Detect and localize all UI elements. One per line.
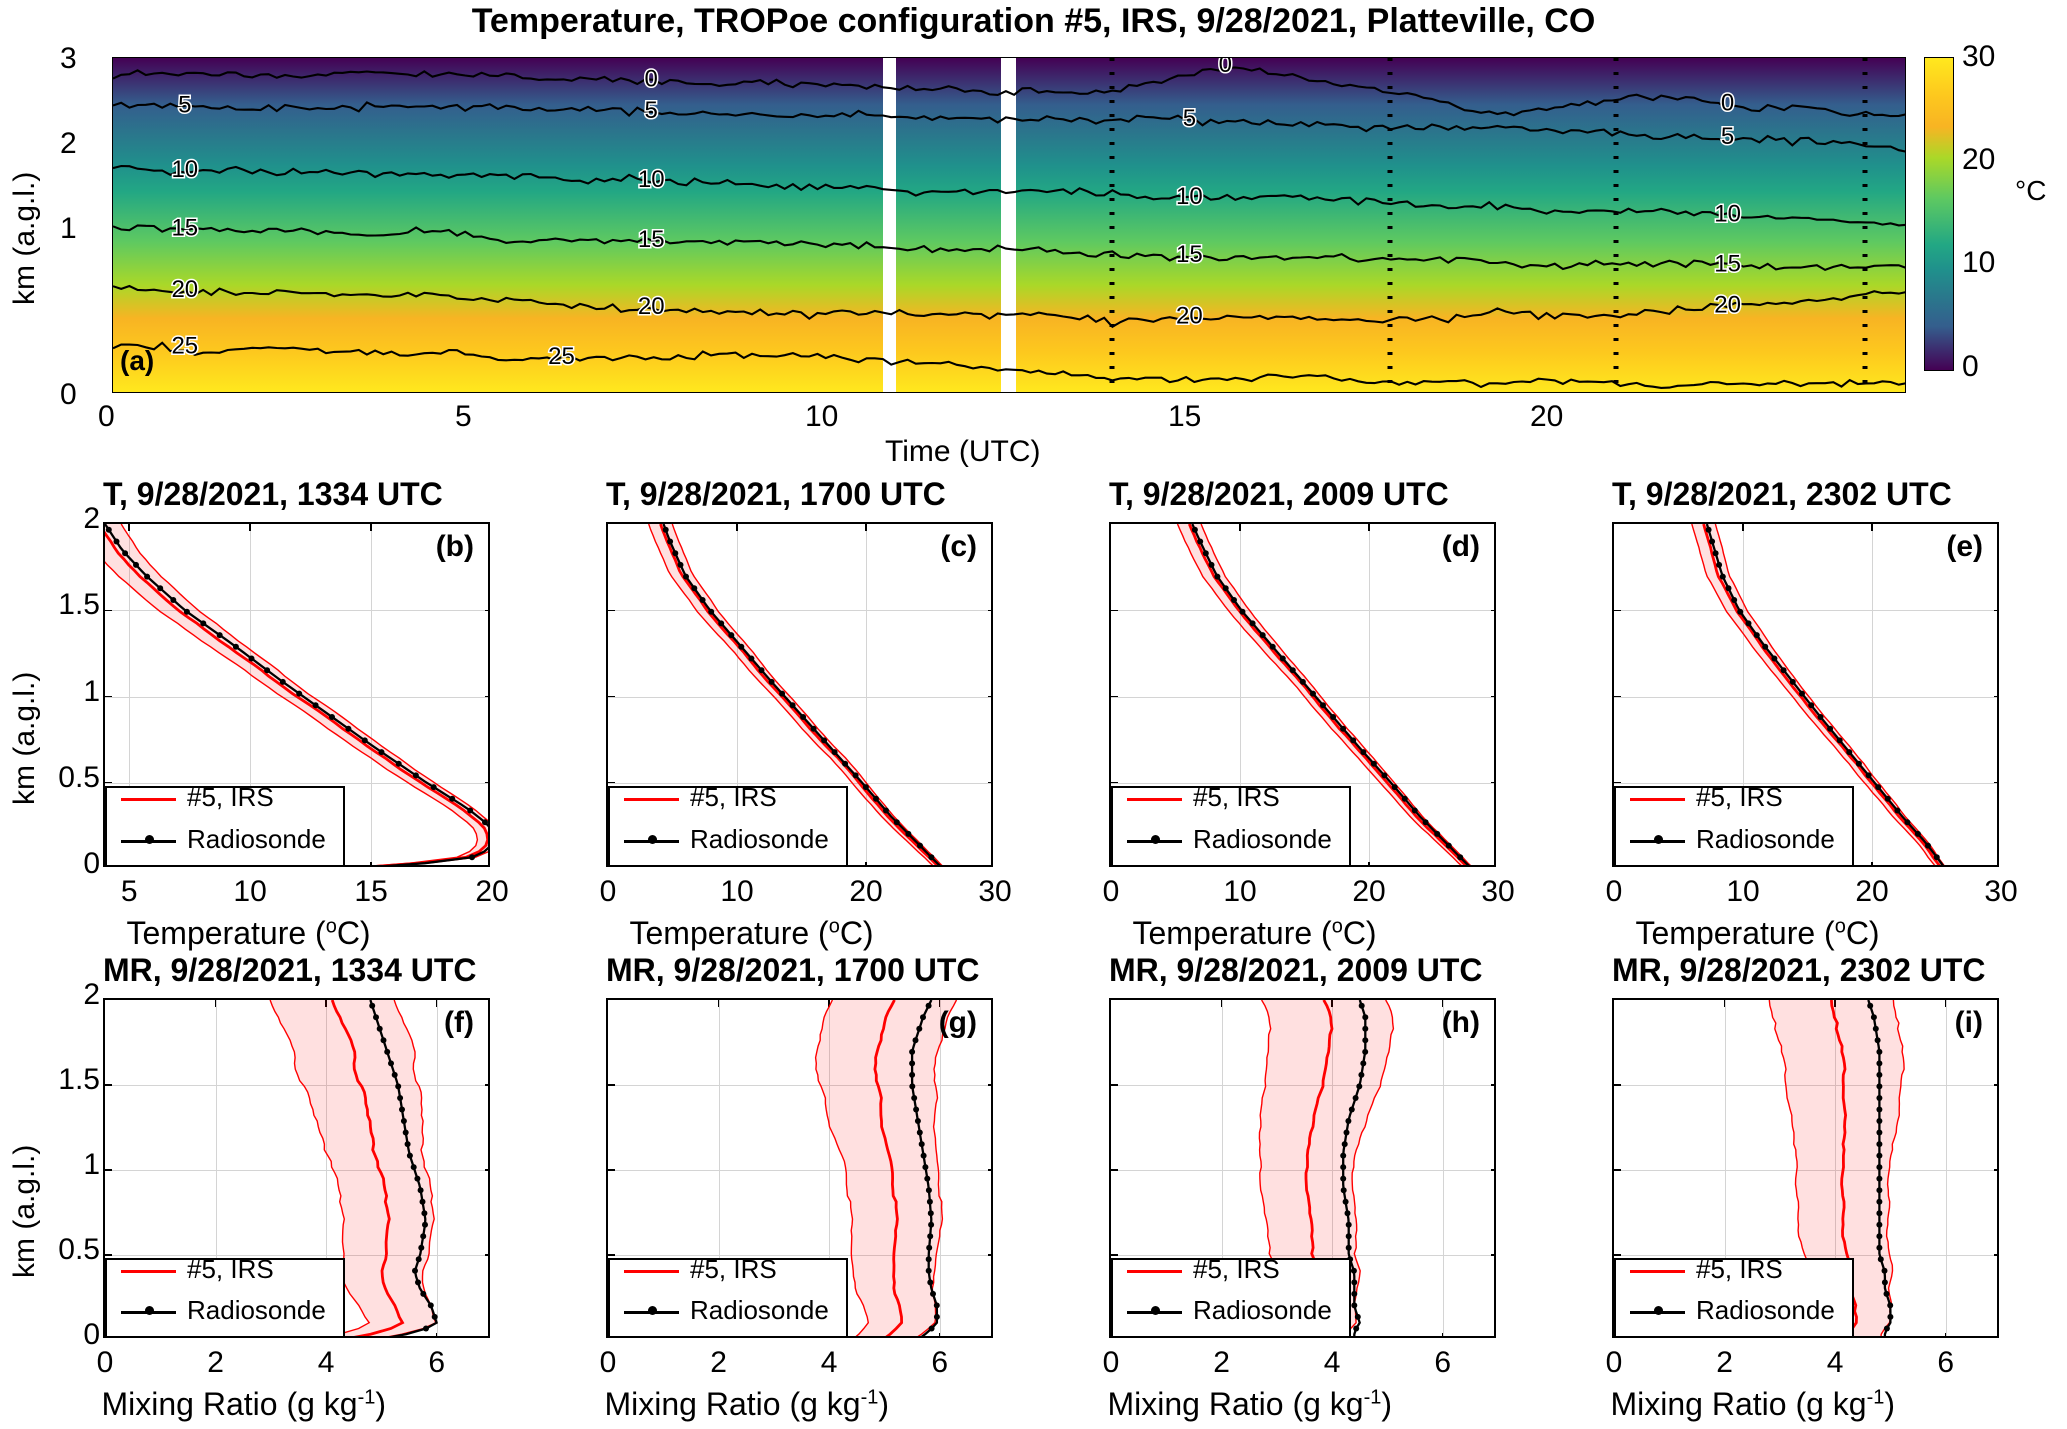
svg-text:10: 10 — [1714, 201, 1741, 228]
svg-text:25: 25 — [548, 343, 575, 370]
svg-text:0: 0 — [1721, 90, 1734, 117]
svg-text:20: 20 — [638, 293, 665, 320]
svg-text:10: 10 — [1176, 183, 1203, 210]
svg-text:10: 10 — [638, 166, 665, 193]
svg-text:5: 5 — [1183, 105, 1196, 132]
svg-text:25: 25 — [171, 333, 198, 360]
svg-text:20: 20 — [1714, 291, 1741, 318]
svg-text:5: 5 — [1721, 123, 1734, 150]
svg-text:0: 0 — [645, 66, 658, 93]
svg-text:15: 15 — [171, 215, 198, 242]
svg-text:15: 15 — [1176, 241, 1203, 268]
svg-text:20: 20 — [171, 276, 198, 303]
svg-text:15: 15 — [1714, 251, 1741, 278]
svg-text:0: 0 — [1219, 58, 1232, 78]
svg-text:10: 10 — [171, 156, 198, 183]
svg-text:5: 5 — [178, 91, 191, 118]
svg-text:20: 20 — [1176, 302, 1203, 329]
svg-text:15: 15 — [638, 226, 665, 253]
svg-text:5: 5 — [645, 97, 658, 124]
